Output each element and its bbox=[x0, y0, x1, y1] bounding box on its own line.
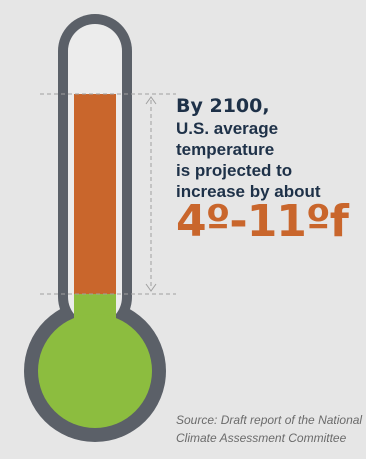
range-bracket bbox=[40, 93, 176, 295]
range-arrow-bottom-head bbox=[145, 283, 157, 292]
thermometer-bulb bbox=[38, 314, 152, 428]
projected-increase-fill bbox=[74, 94, 116, 294]
callout-line: temperature bbox=[176, 140, 275, 159]
source-line: Source: Draft report of the National bbox=[176, 413, 363, 427]
callout-line: is projected to bbox=[176, 161, 293, 180]
headline: By 2100, bbox=[176, 95, 270, 117]
projection-callout: By 2100, U.S. average temperature is pro… bbox=[176, 94, 366, 244]
temperature-range: 4º-11ºf bbox=[176, 196, 349, 247]
source-note: Source: Draft report of the National Cli… bbox=[176, 411, 366, 447]
callout-body: U.S. average temperature is projected to… bbox=[176, 118, 366, 202]
source-line: Climate Assessment Committee bbox=[176, 431, 347, 445]
callout-line: U.S. average bbox=[176, 119, 279, 138]
range-arrow-top-head bbox=[145, 96, 157, 105]
callout-line: increase by about bbox=[176, 182, 321, 201]
